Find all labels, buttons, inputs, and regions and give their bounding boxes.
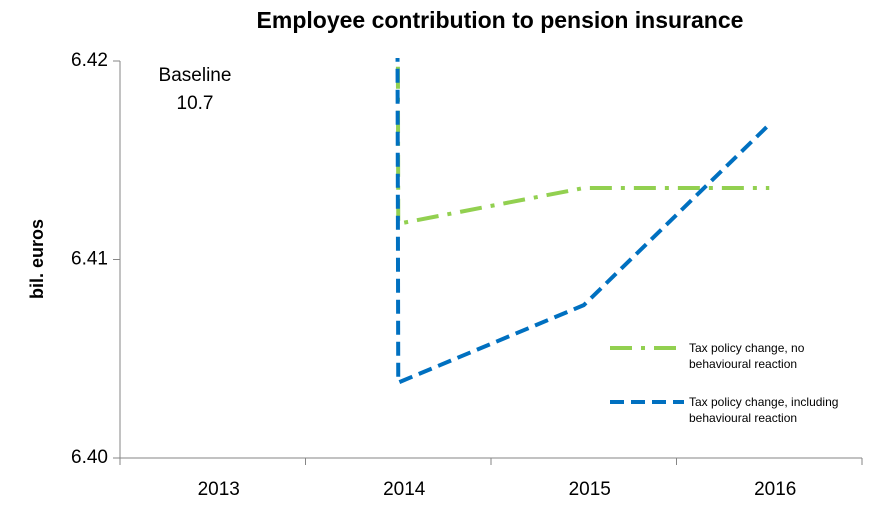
chart-title: Employee contribution to pension insuran…	[257, 7, 744, 33]
x-tick-label: 2016	[754, 479, 796, 500]
legend-label: Tax policy change, including behavioural…	[689, 395, 839, 425]
annotation: Baseline 10.7	[158, 65, 232, 114]
series-line	[395, 58, 770, 227]
series-line	[395, 58, 771, 386]
x-tick-label: 2014	[383, 479, 426, 500]
x-tick-label: 2013	[198, 479, 240, 500]
x-tick-label: 2015	[569, 479, 611, 500]
y-axis-title: bil. euros	[27, 219, 47, 299]
y-tick-label: 6.41	[71, 249, 108, 270]
y-tick-label: 6.40	[71, 447, 108, 468]
plot-area	[395, 58, 771, 386]
y-tick-label: 6.42	[71, 50, 108, 71]
legend-label: Tax policy change, no behavioural reacti…	[689, 341, 805, 371]
